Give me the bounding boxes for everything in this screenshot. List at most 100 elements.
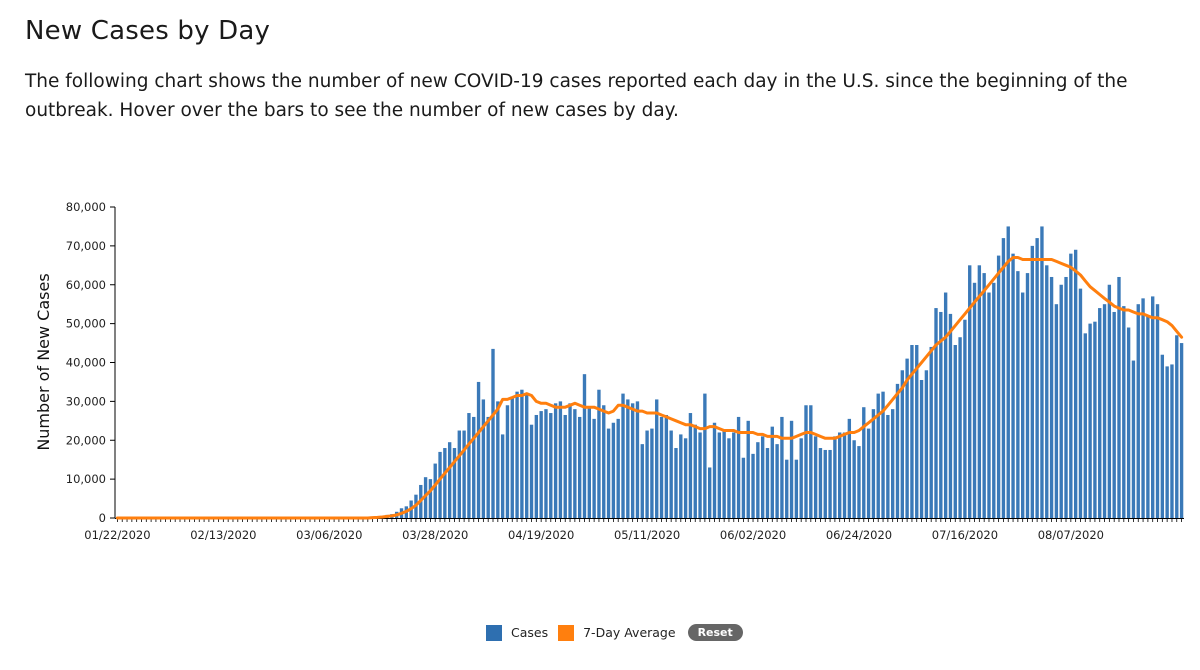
case-bar[interactable] xyxy=(655,399,659,518)
case-bar[interactable] xyxy=(1011,253,1015,518)
case-bar[interactable] xyxy=(708,467,712,518)
case-bar[interactable] xyxy=(553,403,558,518)
case-bar[interactable] xyxy=(447,442,452,518)
case-bar[interactable] xyxy=(645,430,649,518)
case-bar[interactable] xyxy=(626,399,630,518)
case-bar[interactable] xyxy=(587,407,591,518)
case-bar[interactable] xyxy=(732,432,736,518)
case-bar[interactable] xyxy=(818,448,823,518)
case-bar[interactable] xyxy=(438,451,442,518)
case-bar[interactable] xyxy=(727,438,731,518)
case-bar[interactable] xyxy=(563,414,567,518)
case-bar[interactable] xyxy=(924,370,929,518)
case-bar[interactable] xyxy=(1126,327,1131,518)
case-bar[interactable] xyxy=(712,422,717,518)
case-bar[interactable] xyxy=(520,389,524,518)
case-bar[interactable] xyxy=(650,428,654,518)
case-bar[interactable] xyxy=(943,292,948,518)
case-bar[interactable] xyxy=(664,414,669,518)
case-bar[interactable] xyxy=(428,479,433,518)
case-bar[interactable] xyxy=(1073,249,1078,518)
case-bar[interactable] xyxy=(539,411,543,518)
case-bar[interactable] xyxy=(775,444,779,518)
case-bar[interactable] xyxy=(915,345,919,518)
case-bar[interactable] xyxy=(987,292,991,518)
case-bar[interactable] xyxy=(534,414,539,518)
case-bar[interactable] xyxy=(857,446,861,518)
case-bar[interactable] xyxy=(1136,304,1140,518)
case-bar[interactable] xyxy=(886,414,890,518)
case-bar[interactable] xyxy=(611,422,616,518)
case-bar[interactable] xyxy=(1021,292,1025,518)
case-bar[interactable] xyxy=(606,428,611,518)
case-bar[interactable] xyxy=(992,282,996,518)
case-bar[interactable] xyxy=(1160,354,1165,518)
case-bar[interactable] xyxy=(1170,364,1174,518)
case-bar[interactable] xyxy=(722,430,726,518)
case-bar[interactable] xyxy=(1054,304,1059,518)
case-bar[interactable] xyxy=(472,416,476,518)
case-bar[interactable] xyxy=(568,403,572,518)
case-bar[interactable] xyxy=(467,413,471,518)
case-bar[interactable] xyxy=(1151,296,1155,518)
case-bar[interactable] xyxy=(1059,284,1063,518)
case-bar[interactable] xyxy=(496,401,500,518)
case-bar[interactable] xyxy=(871,409,876,518)
case-bar[interactable] xyxy=(573,409,577,518)
case-bar[interactable] xyxy=(1098,308,1102,518)
case-bar[interactable] xyxy=(1112,311,1116,518)
case-bar[interactable] xyxy=(635,401,640,518)
case-bar[interactable] xyxy=(529,424,534,518)
case-bar[interactable] xyxy=(963,319,967,518)
case-bar[interactable] xyxy=(505,405,510,518)
case-bar[interactable] xyxy=(982,273,986,518)
case-bar[interactable] xyxy=(1040,226,1044,518)
cases-bars[interactable] xyxy=(361,226,1184,518)
case-bar[interactable] xyxy=(866,428,871,518)
case-bar[interactable] xyxy=(1093,321,1097,518)
case-bar[interactable] xyxy=(881,391,885,518)
case-bar[interactable] xyxy=(1165,366,1169,518)
case-bar[interactable] xyxy=(659,416,664,518)
case-bar[interactable] xyxy=(948,313,953,518)
case-bar[interactable] xyxy=(1141,298,1145,518)
case-bar[interactable] xyxy=(895,383,900,518)
case-bar[interactable] xyxy=(741,457,746,518)
case-bar[interactable] xyxy=(862,407,866,518)
case-bar[interactable] xyxy=(900,370,904,518)
case-bar[interactable] xyxy=(756,442,760,518)
legend-item-average[interactable]: 7-Day Average xyxy=(558,624,676,641)
case-bar[interactable] xyxy=(1117,276,1121,518)
case-bar[interactable] xyxy=(582,374,587,518)
case-bar[interactable] xyxy=(500,434,505,518)
case-bar[interactable] xyxy=(1069,253,1073,518)
case-bar[interactable] xyxy=(616,418,620,518)
case-bar[interactable] xyxy=(698,432,702,518)
case-bar[interactable] xyxy=(693,424,697,518)
case-bar[interactable] xyxy=(736,416,741,518)
case-bar[interactable] xyxy=(799,438,803,518)
case-bar[interactable] xyxy=(910,345,914,518)
case-bar[interactable] xyxy=(1146,315,1150,518)
case-bar[interactable] xyxy=(1155,304,1160,518)
case-bar[interactable] xyxy=(630,403,635,518)
case-bar[interactable] xyxy=(833,436,837,518)
case-bar[interactable] xyxy=(813,436,818,518)
case-bar[interactable] xyxy=(452,448,457,518)
case-bar[interactable] xyxy=(876,393,880,518)
case-bar[interactable] xyxy=(977,265,982,518)
case-bar[interactable] xyxy=(789,420,794,518)
case-bar[interactable] xyxy=(443,448,447,518)
case-bar[interactable] xyxy=(996,255,1001,518)
case-bar[interactable] xyxy=(486,416,490,518)
case-bar[interactable] xyxy=(433,463,437,518)
case-bar[interactable] xyxy=(1030,245,1035,518)
case-bar[interactable] xyxy=(842,432,847,518)
case-bar[interactable] xyxy=(597,389,601,518)
case-bar[interactable] xyxy=(968,265,972,518)
case-bar[interactable] xyxy=(1179,343,1184,518)
case-bar[interactable] xyxy=(934,308,938,518)
case-bar[interactable] xyxy=(828,449,832,518)
legend-item-cases[interactable]: Cases xyxy=(486,624,548,641)
case-bar[interactable] xyxy=(669,430,673,518)
